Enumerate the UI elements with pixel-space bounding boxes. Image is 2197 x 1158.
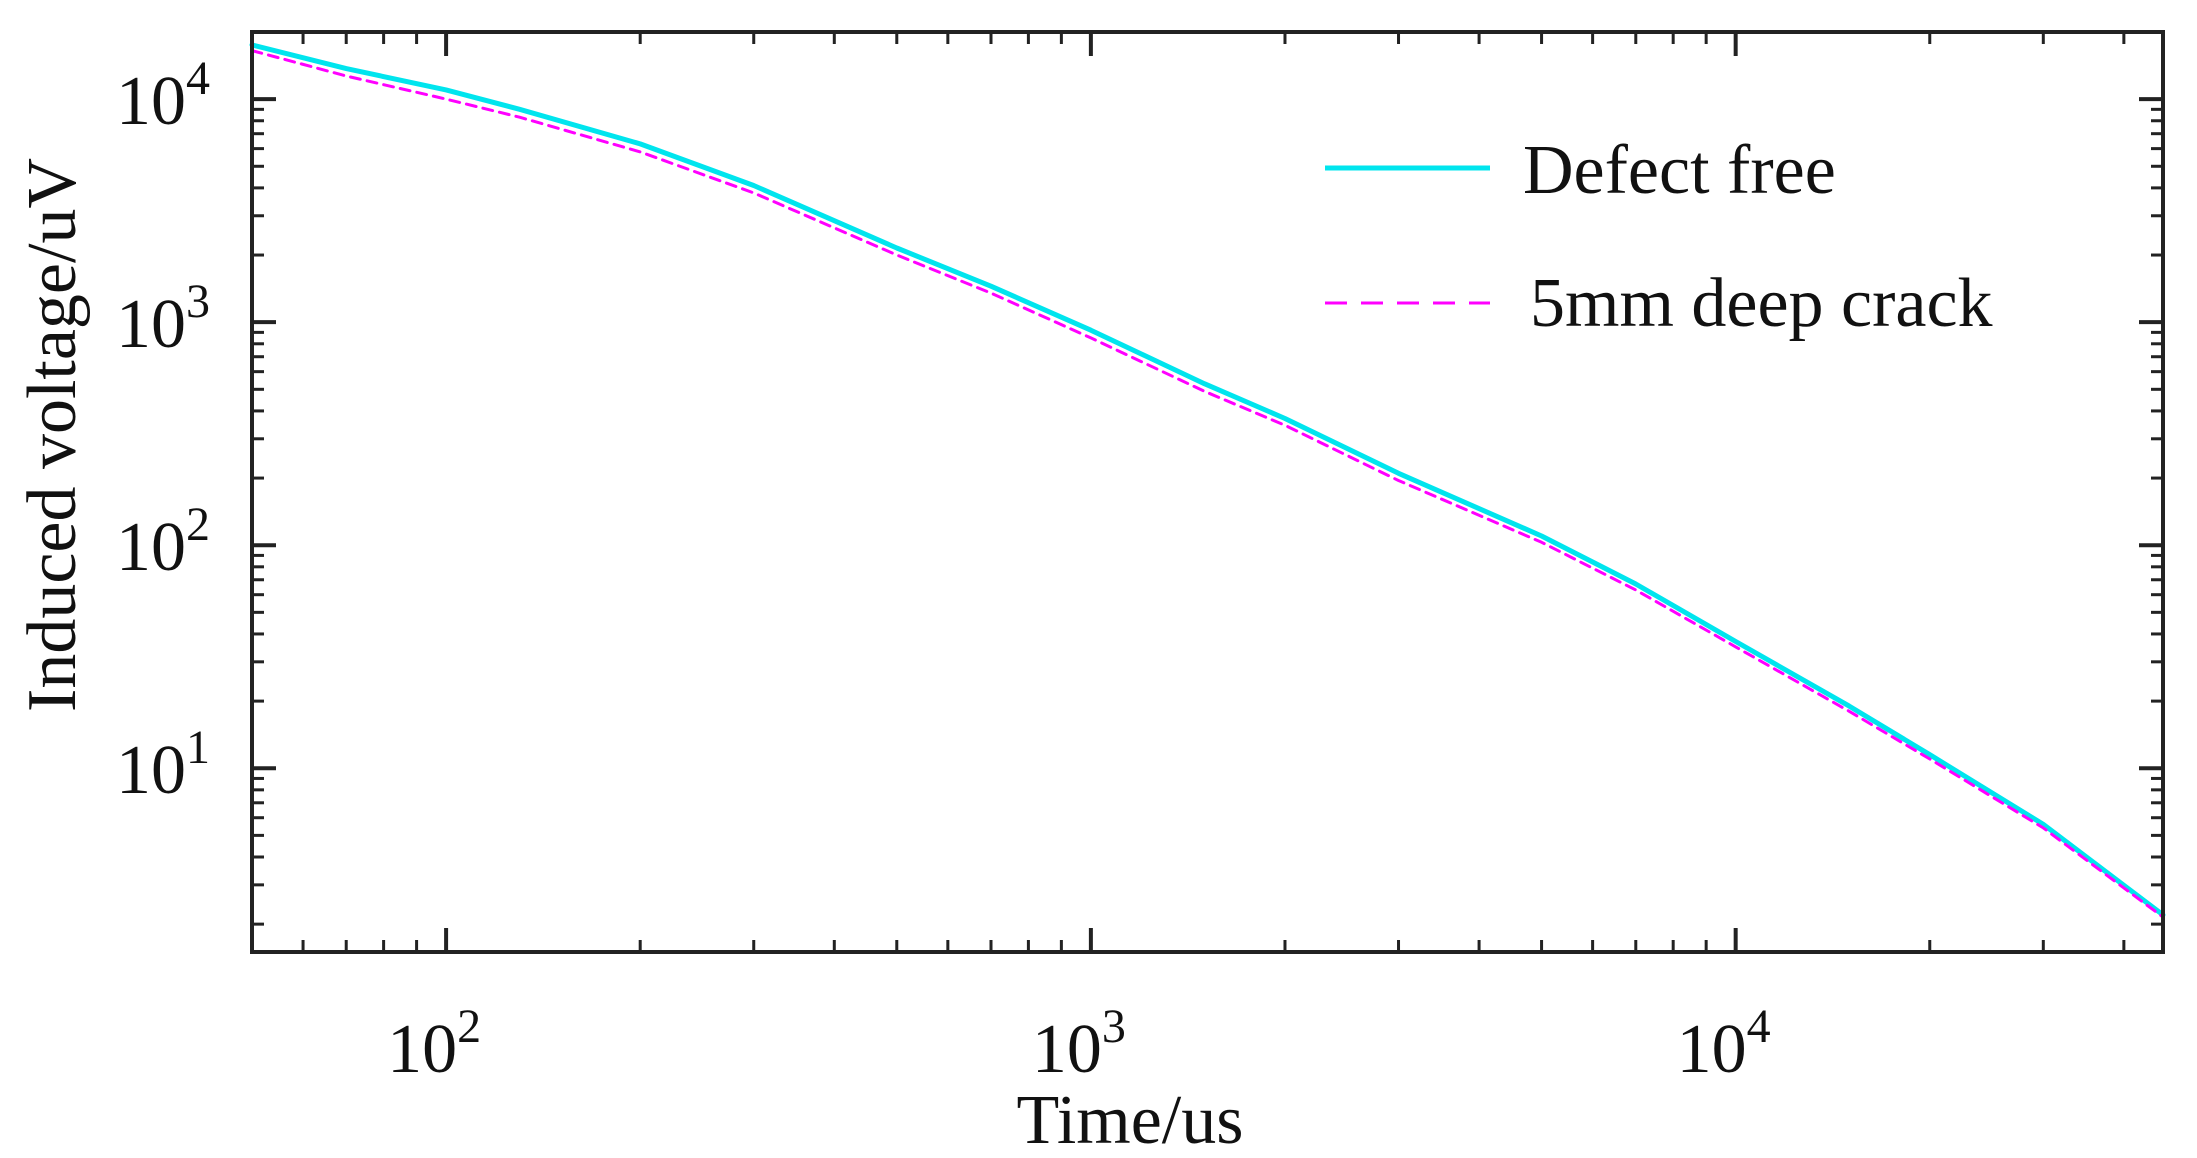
legend-label-defect-free: Defect free [1523,132,1836,209]
y-axis-label: Induced voltage/uV [14,158,91,712]
legend: Defect free 5mm deep crack [1325,132,1993,342]
plot-frame [250,30,2165,954]
y-tick-label: 103 [116,275,210,363]
x-tick-label: 104 [1677,1000,1771,1088]
minor-ticks [250,30,2163,952]
y-tick-label: 101 [116,721,210,809]
x-tick-label: 102 [387,1000,481,1088]
series-line-defect-free [249,42,2166,918]
legend-label-5mm-deep-crack: 5mm deep crack [1530,265,1993,342]
major-ticks [252,32,2163,952]
series-layer [249,42,2166,919]
y-tick-label: 104 [116,52,210,140]
series-line-5mm-deep-crack [250,49,2165,919]
tick-labels: 102 103 104 101 102 103 104 [116,52,1771,1088]
x-axis-label: Time/us [1017,1082,1244,1158]
x-tick-label: 103 [1032,1000,1126,1088]
y-tick-label: 102 [116,498,210,586]
